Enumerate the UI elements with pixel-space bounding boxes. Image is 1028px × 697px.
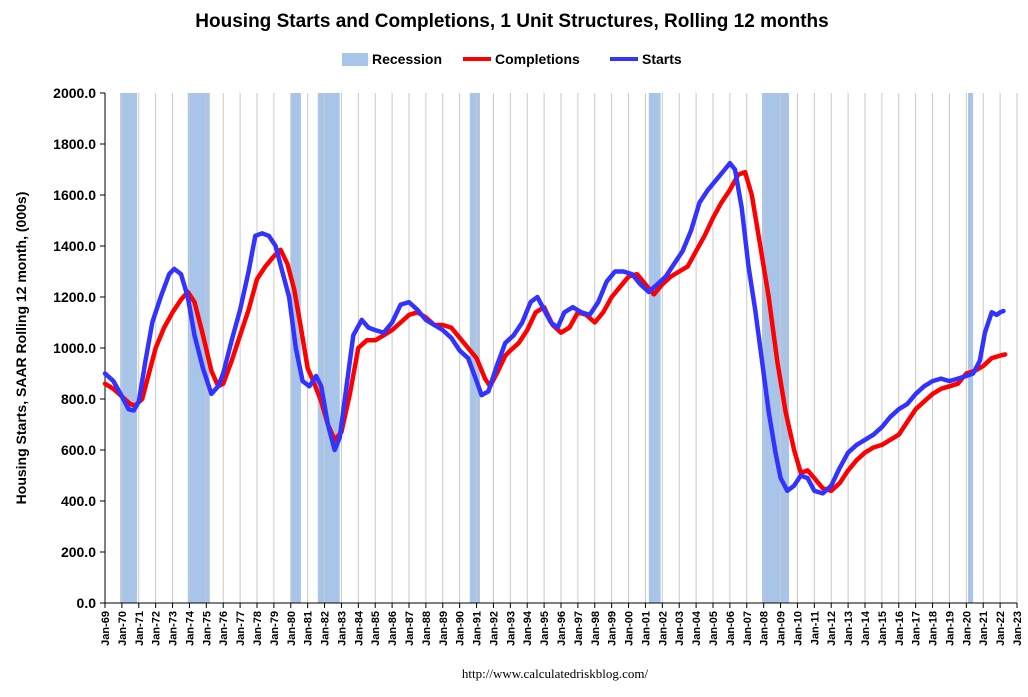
x-tick-label: Jan-84 <box>353 610 365 646</box>
x-tick-label: Jan-05 <box>708 611 720 646</box>
x-tick-label: Jan-71 <box>134 611 146 646</box>
legend-label-starts: Starts <box>642 51 682 67</box>
x-tick-label: Jan-91 <box>472 611 484 646</box>
x-tick-label: Jan-93 <box>505 611 517 646</box>
x-tick-label: Jan-96 <box>556 611 568 646</box>
recession-band-8 <box>968 93 974 603</box>
x-tick-label: Jan-78 <box>252 611 264 646</box>
series-line-completions <box>102 169 1008 494</box>
x-tick-label: Jan-13 <box>843 611 855 646</box>
x-tick-label: Jan-97 <box>573 611 585 646</box>
recession-band-5 <box>469 93 480 603</box>
x-tick-label: Jan-92 <box>488 611 500 646</box>
series-line-starts <box>102 160 1006 496</box>
x-tick-label: Jan-01 <box>640 611 652 646</box>
gridlines <box>104 93 1018 603</box>
y-tick-label: 800.0 <box>61 391 96 407</box>
legend-label-completions: Completions <box>495 51 580 67</box>
x-tick-label: Jan-94 <box>522 610 534 646</box>
x-tick-label: Jan-14 <box>860 610 872 646</box>
legend: Recession Completions Starts <box>342 51 682 67</box>
recession-band-1 <box>120 93 138 603</box>
y-tick-label: 1000.0 <box>53 340 96 356</box>
x-tick-label: Jan-87 <box>404 611 416 646</box>
x-tick-label: Jan-02 <box>657 611 669 646</box>
x-tick-label: Jan-81 <box>303 611 315 646</box>
x-tick-label: Jan-77 <box>235 611 247 646</box>
y-axis-ticks: 0.0 200.0 400.0 600.0 800.0 1000.0 1200.0 1400.… <box>53 85 105 611</box>
y-tick-label: 1400.0 <box>53 238 96 254</box>
x-tick-label: Jan-21 <box>978 611 990 646</box>
x-tick-label: Jan-99 <box>607 611 619 646</box>
y-tick-label: 400.0 <box>61 493 96 509</box>
x-axis-ticks: Jan-69 Jan-70 Jan-71 Jan-72 Jan-73 Jan-74 Jan-… <box>100 603 1024 646</box>
x-tick-label: Jan-98 <box>590 611 602 646</box>
x-tick-label: Jan-80 <box>286 611 298 646</box>
x-tick-label: Jan-00 <box>624 611 636 646</box>
x-tick-label: Jan-09 <box>776 611 788 646</box>
x-tick-label: Jan-74 <box>184 610 196 646</box>
x-tick-label: Jan-89 <box>438 611 450 646</box>
x-tick-label: Jan-16 <box>894 611 906 646</box>
x-tick-label: Jan-04 <box>691 610 703 646</box>
y-tick-label: 1800.0 <box>53 136 96 152</box>
x-tick-label: Jan-07 <box>742 611 754 646</box>
x-tick-label: Jan-82 <box>320 611 332 646</box>
x-tick-label: Jan-18 <box>928 611 940 646</box>
x-tick-label: Jan-19 <box>944 611 956 646</box>
recession-band-6 <box>648 93 661 603</box>
y-tick-label: 1600.0 <box>53 187 96 203</box>
x-tick-label: Jan-73 <box>168 611 180 646</box>
x-tick-label: Jan-72 <box>151 611 163 646</box>
y-tick-label: 600.0 <box>61 442 96 458</box>
legend-swatch-recession <box>342 53 368 66</box>
x-tick-label: Jan-08 <box>759 611 771 646</box>
x-tick-label: Jan-12 <box>826 611 838 646</box>
x-tick-label: Jan-23 <box>1012 611 1024 646</box>
x-tick-label: Jan-86 <box>387 611 399 646</box>
y-tick-label: 0.0 <box>77 595 97 611</box>
x-tick-label: Jan-11 <box>809 611 821 645</box>
x-tick-label: Jan-76 <box>218 611 230 646</box>
x-tick-label: Jan-70 <box>117 611 129 646</box>
chart-title: Housing Starts and Completions, 1 Unit S… <box>195 11 828 32</box>
x-tick-label: Jan-06 <box>725 611 737 646</box>
x-tick-label: Jan-10 <box>792 611 804 646</box>
series-lines <box>102 160 1008 496</box>
x-tick-label: Jan-95 <box>539 611 551 646</box>
x-tick-label: Jan-17 <box>911 611 923 646</box>
x-tick-label: Jan-22 <box>995 611 1007 646</box>
y-axis-label: Housing Starts, SAAR Rolling 12 month, (… <box>13 192 29 505</box>
legend-label-recession: Recession <box>372 51 442 67</box>
x-tick-label: Jan-69 <box>100 611 112 646</box>
x-tick-label: Jan-90 <box>455 611 467 646</box>
y-tick-label: 200.0 <box>61 544 96 560</box>
source-url: http://www.calculatedriskblog.com/ <box>462 666 649 681</box>
y-tick-label: 1200.0 <box>53 289 96 305</box>
x-tick-label: Jan-75 <box>201 611 213 646</box>
x-tick-label: Jan-85 <box>370 611 382 646</box>
x-tick-label: Jan-03 <box>674 611 686 646</box>
recession-band-4 <box>317 93 340 603</box>
recession-bands <box>120 93 974 603</box>
x-tick-label: Jan-83 <box>336 611 348 646</box>
x-tick-label: Jan-88 <box>421 611 433 646</box>
x-tick-label: Jan-79 <box>269 611 281 646</box>
x-tick-label: Jan-15 <box>877 611 889 646</box>
y-tick-label: 2000.0 <box>53 85 96 101</box>
x-tick-label: Jan-20 <box>961 611 973 646</box>
